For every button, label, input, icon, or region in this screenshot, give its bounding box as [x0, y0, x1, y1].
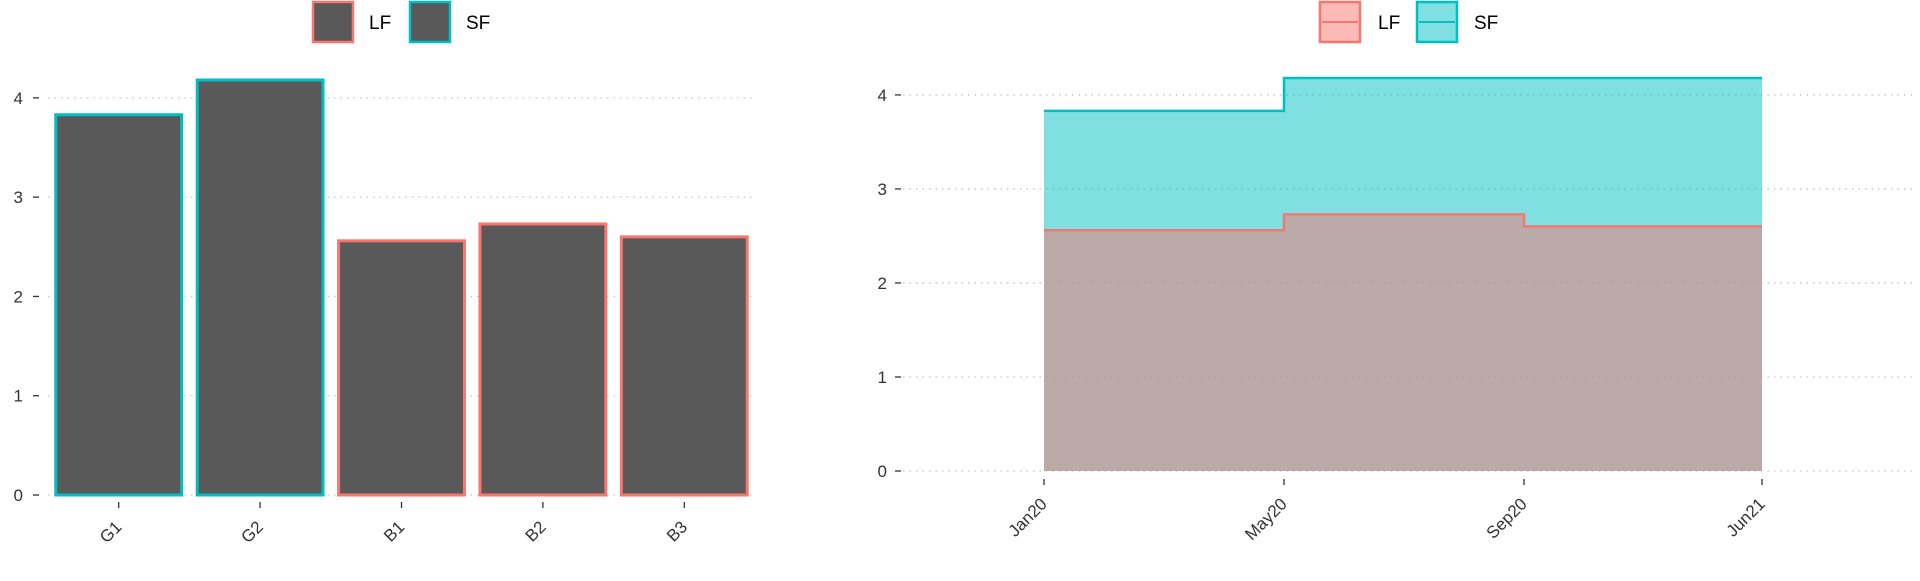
legend-label-lf: LF — [1378, 13, 1400, 34]
area-chart-panel: LF SF 0 1 2 3 4 Jan20 May20 Sep20 Jun21 — [860, 0, 1920, 576]
x-tick-label: B1 — [380, 517, 408, 545]
bar-chart-panel: LF SF 0 1 2 3 4 G1 G2 B1 B2 B3 — [0, 0, 800, 576]
x-tick-label: B2 — [522, 517, 550, 545]
step-line-lf — [1044, 213, 1762, 232]
area-legend: LF SF — [1318, 0, 1498, 44]
x-tick-label: G2 — [237, 517, 266, 546]
x-tick-label: G1 — [96, 517, 125, 546]
x-tick-label: Jan20 — [1005, 494, 1051, 540]
y-tick-label: 3 — [14, 188, 23, 207]
bar-g2 — [195, 78, 325, 497]
y-tick-label: 4 — [878, 86, 887, 105]
legend-label-lf: LF — [369, 13, 391, 34]
area-lf — [1044, 214, 1762, 471]
x-tick-label: Jun21 — [1723, 494, 1769, 540]
bar-b2 — [478, 222, 608, 497]
y-tick-label: 1 — [878, 368, 887, 387]
step-line-sf — [1044, 76, 1762, 113]
y-tick-label: 1 — [14, 387, 23, 406]
y-tick-label: 3 — [878, 180, 887, 199]
bar-g1 — [54, 113, 184, 497]
legend-key-lf — [311, 0, 355, 44]
legend-label-sf: SF — [1474, 13, 1498, 34]
x-tick-label: May20 — [1241, 494, 1291, 544]
bar-b3 — [619, 235, 749, 497]
y-tick-label: 0 — [14, 486, 23, 505]
legend-key-sf — [408, 0, 452, 44]
y-tick-label: 2 — [14, 287, 23, 306]
y-tick-label: 0 — [878, 462, 887, 481]
bar-b1 — [337, 239, 466, 497]
area-chart: LF SF 0 1 2 3 4 Jan20 May20 Sep20 Jun21 — [878, 0, 1916, 544]
legend-label-sf: SF — [466, 13, 490, 34]
x-tick-label: Sep20 — [1483, 494, 1531, 542]
y-tick-label: 4 — [14, 89, 23, 108]
x-tick-label: B3 — [663, 517, 691, 545]
bar-legend: LF SF — [311, 0, 490, 44]
y-tick-label: 2 — [878, 274, 887, 293]
bar-chart: LF SF 0 1 2 3 4 G1 G2 B1 B2 B3 — [14, 0, 755, 547]
